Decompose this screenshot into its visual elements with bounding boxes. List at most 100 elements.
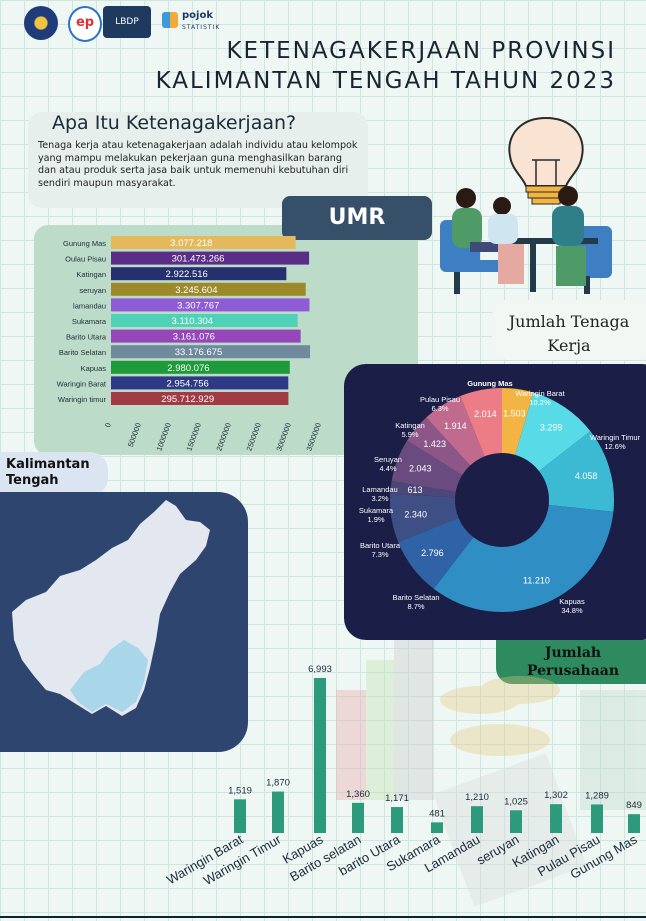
donut-value-label: 4.058: [575, 471, 598, 481]
page-title-line1: KETENAGAKERJAAN PROVINSI: [226, 38, 616, 64]
perusahaan-bar: [628, 814, 640, 833]
ep-logo: ep: [68, 6, 102, 42]
umr-category-label: lamandau: [73, 301, 106, 310]
umr-heading: UMR: [282, 196, 432, 240]
donut-slice-name: Kapuas: [559, 597, 585, 606]
perusahaan-bar: [510, 810, 522, 833]
definition-body: Tenaga kerja atau ketenagakerjaan adalah…: [38, 140, 358, 189]
donut-slice: [391, 440, 463, 492]
donut-value-label: 613: [408, 485, 423, 495]
umr-value-label: 301.473.266: [172, 254, 225, 265]
umr-bar: [111, 282, 306, 296]
donut-slice-percent: 5.9%: [401, 430, 418, 439]
umr-bar: [111, 345, 311, 359]
perusahaan-value-label: 1,025: [504, 796, 528, 807]
donut-slice: [539, 431, 614, 512]
donut-slice-percent: 10.2%: [529, 398, 551, 407]
perusahaan-bar: [314, 678, 326, 833]
umr-value-label: 3.307.767: [177, 300, 219, 311]
kalimantan-tengah-card: [0, 452, 108, 496]
page-title-line2: KALIMANTAN TENGAH TAHUN 2023: [155, 68, 616, 94]
definition-card: [28, 112, 368, 208]
perusahaan-value-label: 1,302: [544, 790, 568, 801]
umr-category-label: seruyan: [79, 286, 106, 295]
perusahaan-value-label: 1,519: [228, 785, 252, 796]
lbdp-logo: LBDP: [103, 6, 151, 38]
perusahaan-bar: [272, 791, 284, 833]
donut-value-label: 3.299: [540, 423, 563, 433]
umr-value-label: 3.077.218: [170, 238, 212, 249]
donut-slice-name: Katingan: [395, 421, 425, 430]
umr-value-label: 2.954.756: [167, 378, 209, 389]
umr-category-label: Sukamara: [72, 317, 107, 326]
pojok-logo-mark: [162, 12, 178, 28]
umr-bar: [111, 376, 289, 390]
perusahaan-value-label: 1,360: [346, 789, 370, 800]
umr-bar: [111, 329, 301, 343]
perusahaan-value-label: 1,210: [465, 792, 489, 803]
pojok-logo-name: pojok: [182, 10, 213, 21]
perusahaan-bar: [550, 804, 562, 833]
umr-category-label: Waringin Barat: [57, 379, 107, 388]
donut-slice-percent: 3.2%: [371, 494, 388, 503]
jumlah-perusahaan-heading: Jumlah Perusahaan: [526, 645, 620, 679]
umr-value-label: 3.245.604: [175, 285, 217, 296]
donut-slice: [433, 504, 614, 612]
donut-slice-percent: 8.7%: [407, 602, 424, 611]
donut-value-label: 1.423: [423, 439, 446, 449]
donut-slice-percent: 6.3%: [431, 404, 448, 413]
umr-bar: [111, 251, 310, 265]
umr-value-label: 2.922.516: [166, 269, 208, 280]
donut-value-label: 1.914: [444, 421, 467, 431]
donut-slice-percent: 12.6%: [604, 442, 626, 451]
perusahaan-bar: [234, 799, 246, 833]
donut-slice-name: Waringin Timur: [590, 433, 641, 442]
donut-value-label: 11.210: [523, 575, 550, 585]
kalimantan-tengah-heading: Kalimantan Tengah: [6, 457, 90, 488]
umr-bar: [111, 298, 310, 312]
jumlah-perusahaan-card: [496, 640, 646, 684]
donut-slice-percent: 34.8%: [561, 606, 583, 615]
university-logo: [24, 6, 58, 40]
umr-bar: [111, 392, 289, 405]
jumlah-tenaga-kerja-heading: Jumlah Tenaga Kerja: [508, 312, 630, 355]
donut-slice-percent: 4.4%: [379, 464, 396, 473]
perusahaan-bar: [431, 822, 443, 833]
umr-value-label: 33.176.675: [175, 347, 223, 358]
perusahaan-value-label: 1,870: [266, 778, 290, 789]
perusahaan-value-label: 1,171: [385, 793, 409, 804]
umr-category-label: Kapuas: [81, 364, 107, 373]
umr-bar: [111, 236, 296, 249]
donut-slice: [398, 517, 474, 589]
perusahaan-value-label: 6,993: [308, 664, 332, 675]
umr-bar: [111, 267, 287, 281]
donut-slice: [460, 388, 502, 457]
umr-value-label: 295.712.929: [161, 394, 214, 405]
jumlah-tenaga-kerja-card: [492, 300, 646, 360]
donut-slice: [390, 480, 456, 498]
donut-slice-percent: 1.9%: [367, 515, 384, 524]
donut-slice-name: Pulau Pisau: [420, 395, 460, 404]
perusahaan-bar: [471, 806, 483, 833]
donut-value-label: 1.503: [503, 408, 526, 418]
donut-slice: [390, 493, 459, 543]
donut-slice-name: Barito Utara: [360, 541, 401, 550]
people-at-table-icon: [440, 186, 612, 294]
donut-slice-name: Lamandau: [362, 485, 397, 494]
umr-bar: [111, 314, 298, 327]
pojok-statistik-logo: pojok STATISTIK: [160, 6, 219, 38]
umr-category-label: Waringin timur: [58, 395, 107, 404]
donut-slice-name: Sukamara: [359, 506, 394, 515]
donut-slice-name: Seruyan: [374, 455, 402, 464]
perusahaan-value-label: 849: [626, 800, 642, 811]
umr-value-label: 3.110.304: [172, 316, 214, 327]
umr-category-label: Barito Utara: [66, 333, 107, 342]
donut-value-label: 2.796: [421, 548, 444, 558]
umr-category-label: Katingan: [76, 270, 106, 279]
donut-slice-name: Gunung Mas: [467, 379, 512, 388]
